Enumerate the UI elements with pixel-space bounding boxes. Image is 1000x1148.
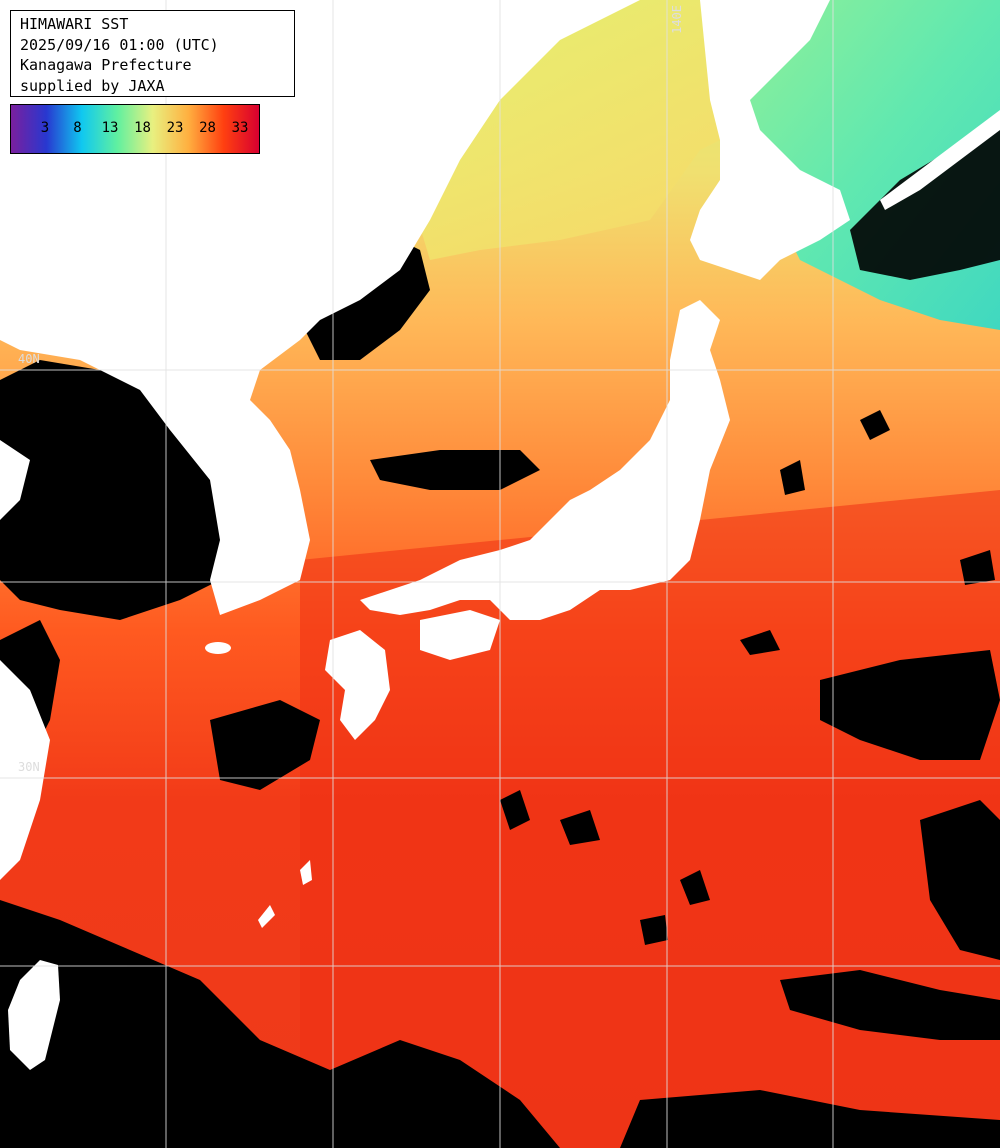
scale-label-13: 13 bbox=[101, 120, 119, 136]
info-datetime: 2025/09/16 01:00 (UTC) bbox=[20, 35, 219, 54]
land-jeju bbox=[205, 642, 231, 654]
land-izu bbox=[300, 860, 312, 885]
land-taiwan bbox=[8, 960, 60, 1070]
land-kyushu bbox=[325, 630, 390, 740]
scale-label-18: 18 bbox=[134, 120, 151, 136]
info-region: Kanagawa Prefecture bbox=[20, 56, 192, 74]
lat-label-40: 40N bbox=[18, 352, 40, 366]
lat-label-30: 30N bbox=[18, 760, 40, 774]
land-ryukyu bbox=[258, 905, 275, 928]
cool-water-north bbox=[400, 0, 760, 260]
info-box: HIMAWARI SST 2025/09/16 01:00 (UTC) Kana… bbox=[10, 10, 295, 97]
temperature-color-scale: 3 8 13 18 23 28 33 bbox=[10, 104, 260, 154]
land-sakhalin bbox=[740, 0, 760, 40]
scale-label-8: 8 bbox=[73, 120, 82, 136]
lon-label-140: 140E bbox=[670, 5, 684, 34]
scale-label-23: 23 bbox=[166, 120, 184, 136]
info-title: HIMAWARI SST bbox=[20, 15, 129, 33]
scale-label-33: 33 bbox=[231, 120, 249, 136]
scale-labels: 3 8 13 18 23 28 33 bbox=[11, 105, 259, 153]
land-kuril bbox=[880, 110, 1000, 210]
scale-label-3: 3 bbox=[40, 120, 50, 136]
info-credit: supplied by JAXA bbox=[20, 76, 165, 95]
land-china-coast2 bbox=[0, 660, 50, 880]
land-hokkaido bbox=[690, 0, 850, 280]
land-shikoku bbox=[420, 610, 500, 660]
scale-label-28: 28 bbox=[199, 120, 216, 136]
land-china-coast bbox=[0, 440, 30, 520]
land-honshu bbox=[360, 300, 730, 620]
